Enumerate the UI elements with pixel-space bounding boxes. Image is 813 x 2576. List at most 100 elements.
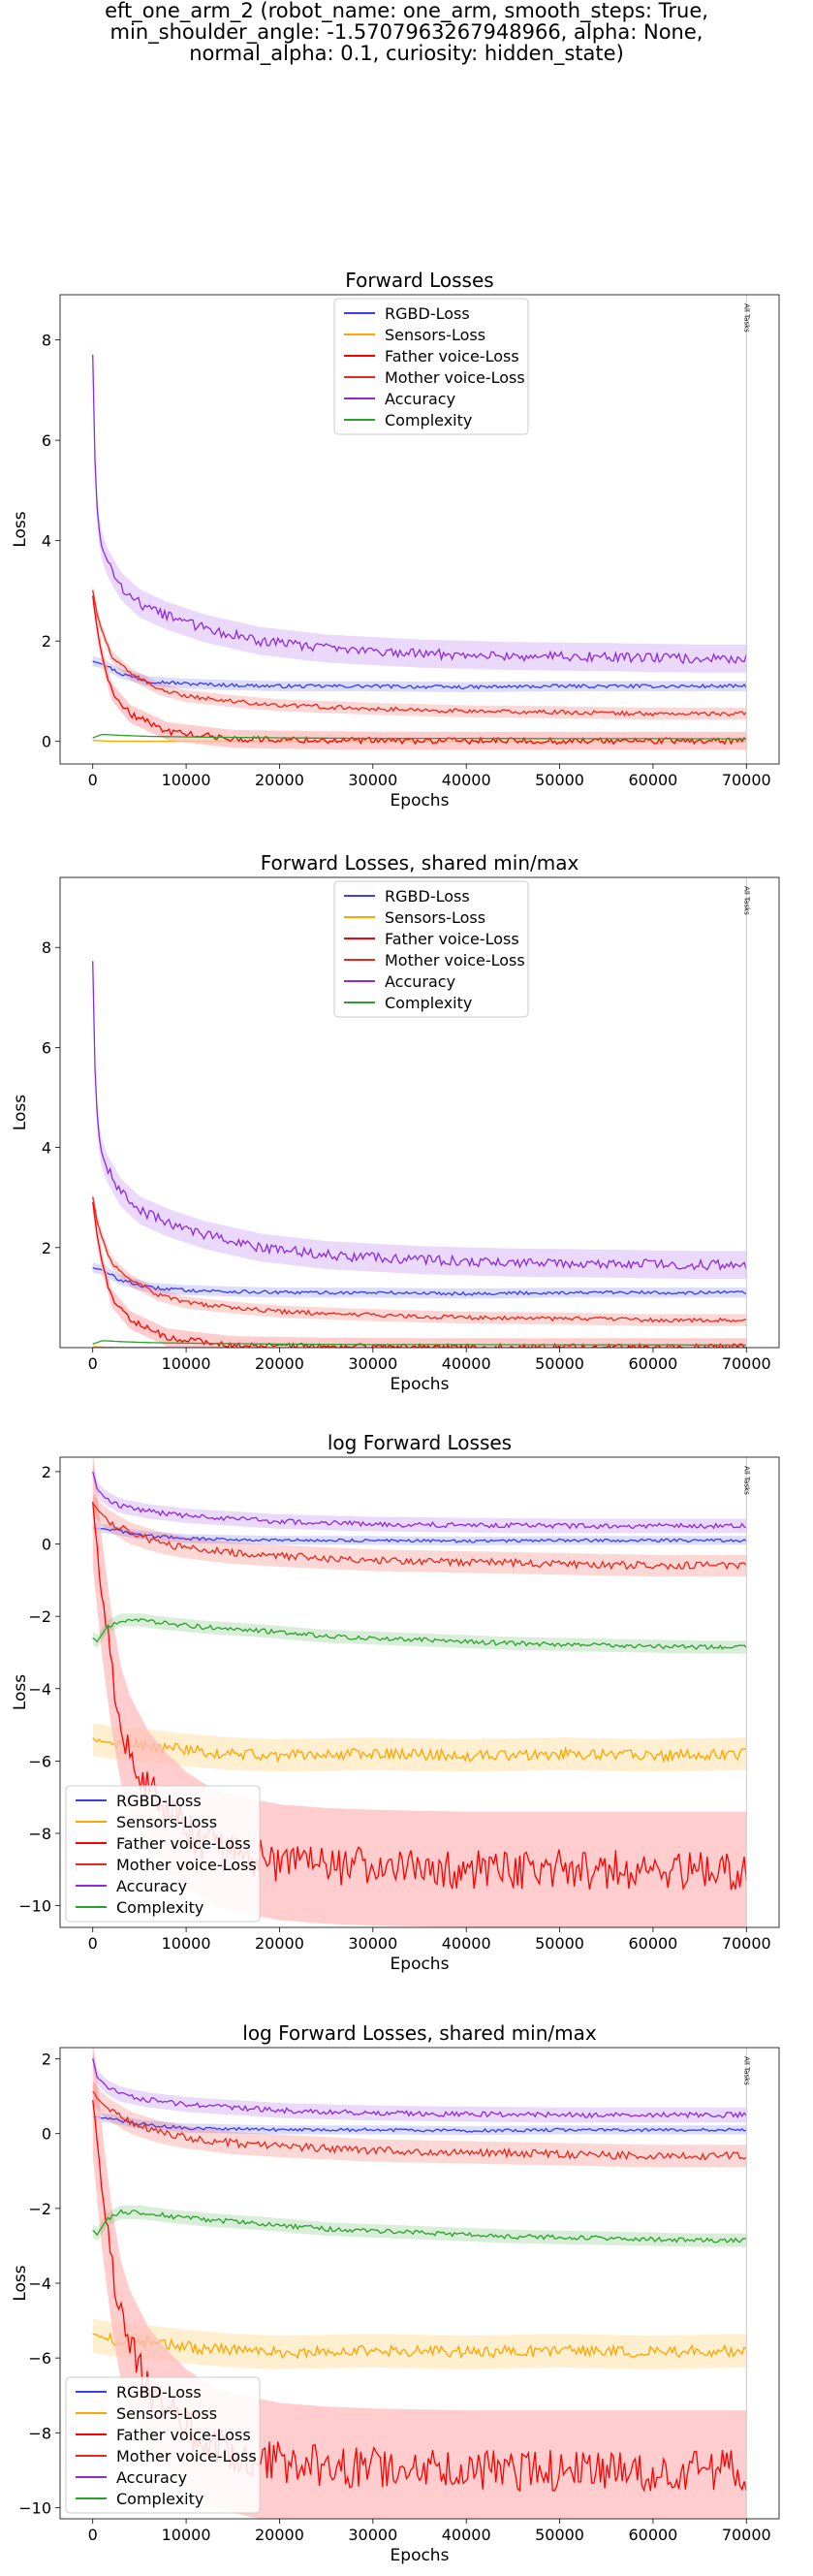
legend-label: Complexity <box>385 411 472 429</box>
x-tick-label: 30000 <box>348 2526 397 2544</box>
x-tick-label: 10000 <box>162 1934 211 1953</box>
series-line-4 <box>92 1472 747 1530</box>
suptitle-line-1: eft_one_arm_2 (robot_name: one_arm, smoo… <box>105 0 708 22</box>
series-line-5 <box>92 1617 747 1651</box>
chart-title: Forward Losses, shared min/max <box>261 851 579 875</box>
series-band-5 <box>92 2205 747 2247</box>
y-tick-label: 6 <box>42 1038 51 1057</box>
legend-label: Mother voice-Loss <box>116 1856 257 1874</box>
plot-frame <box>59 294 780 765</box>
y-tick-label: 0 <box>42 2125 51 2144</box>
legend-label: RGBD-Loss <box>385 887 470 906</box>
legend-box <box>65 2376 261 2514</box>
legend-label: RGBD-Loss <box>116 2383 202 2401</box>
x-tick-label: 70000 <box>722 1934 771 1953</box>
plot-frame <box>59 1456 780 1928</box>
legend-label: Father voice-Loss <box>116 1834 251 1853</box>
x-axis-label: Epochs <box>391 1375 450 1394</box>
log-forward-losses-chart: log Forward Losses All Tasks 0 10000 20000 30… <box>11 1431 780 1974</box>
x-tick-label: 0 <box>88 1934 98 1953</box>
series-line-1 <box>92 1737 747 1765</box>
legend: RGBD-Loss Sensors-Loss Father voice-Loss Mo… <box>65 2376 261 2514</box>
x-tick-label: 50000 <box>535 2526 584 2544</box>
series-band-5 <box>92 1613 747 1654</box>
x-tick-label: 0 <box>88 1354 98 1373</box>
all-tasks-label: All Tasks <box>742 1466 750 1495</box>
y-axis-label: Loss <box>11 1674 30 1710</box>
x-tick-label: 0 <box>88 771 98 789</box>
x-tick-label: 10000 <box>162 1354 211 1373</box>
suptitle-line-2: min_shoulder_angle: -1.5707963267948966,… <box>109 20 704 44</box>
series-band-1 <box>92 2318 747 2369</box>
y-tick-label: 0 <box>42 1536 51 1554</box>
y-axis-label: Loss <box>11 511 30 547</box>
forward-losses-shared-chart: Forward Losses, shared min/max All Tasks 0… <box>11 851 780 1394</box>
suptitle-line-3: normal_alpha: 0.1, curiosity: hidden_sta… <box>189 42 624 65</box>
y-tick-label: −10 <box>18 2498 51 2517</box>
series-line-0 <box>92 660 747 690</box>
y-tick-label: 8 <box>42 938 51 957</box>
x-tick-label: 50000 <box>535 771 584 789</box>
x-axis-label: Epochs <box>391 791 450 811</box>
y-tick-label: 2 <box>42 632 51 651</box>
y-tick-label: 8 <box>42 332 51 350</box>
series-line-0 <box>92 1527 747 1543</box>
legend-label: RGBD-Loss <box>116 1792 202 1810</box>
x-tick-label: 30000 <box>348 1354 397 1373</box>
y-tick-label: −6 <box>28 1752 51 1770</box>
y-tick-label: −8 <box>28 1825 51 1843</box>
legend-box <box>333 880 529 1018</box>
series-line-3 <box>92 589 747 717</box>
y-tick-label: −2 <box>28 2200 51 2218</box>
x-tick-label: 20000 <box>255 771 304 789</box>
legend-box <box>333 298 529 435</box>
chart-title: Forward Losses <box>345 269 493 292</box>
x-tick-label: 40000 <box>442 2526 491 2544</box>
legend: RGBD-Loss Sensors-Loss Father voice-Loss Mo… <box>333 880 529 1018</box>
legend-label: Mother voice-Loss <box>385 368 525 387</box>
legend-label: Father voice-Loss <box>385 347 519 366</box>
y-axis-label: Loss <box>11 2265 30 2301</box>
legend-label: Sensors-Loss <box>385 326 485 344</box>
legend-label: RGBD-Loss <box>385 304 470 323</box>
x-tick-label: 30000 <box>348 771 397 789</box>
chart-title: log Forward Losses, shared min/max <box>242 2021 597 2045</box>
x-tick-label: 60000 <box>628 1354 677 1373</box>
y-axis-label: Loss <box>11 1095 30 1130</box>
series-line-5 <box>92 1340 747 1347</box>
y-tick-label: 4 <box>42 1139 51 1158</box>
legend-label: Mother voice-Loss <box>116 2447 257 2465</box>
legend-label: Father voice-Loss <box>116 2426 251 2444</box>
series-line-3 <box>92 1196 747 1323</box>
figure-suptitle: eft_one_arm_2 (robot_name: one_arm, smoo… <box>0 0 813 64</box>
series-band-2 <box>92 1193 747 1348</box>
legend-label: Accuracy <box>385 972 455 991</box>
x-tick-label: 60000 <box>628 1934 677 1953</box>
x-tick-label: 0 <box>88 2526 98 2544</box>
series-band-4 <box>92 1464 747 1534</box>
legend-label: Sensors-Loss <box>385 908 485 927</box>
legend-label: Accuracy <box>116 2468 187 2487</box>
y-tick-label: −10 <box>18 1897 51 1916</box>
all-tasks-label: All Tasks <box>742 303 750 333</box>
series-line-4 <box>92 2058 747 2119</box>
x-tick-label: 10000 <box>162 771 211 789</box>
plot-area <box>92 340 747 750</box>
x-tick-label: 20000 <box>255 2526 304 2544</box>
legend: RGBD-Loss Sensors-Loss Father voice-Loss Mo… <box>65 1785 261 1923</box>
y-tick-label: 4 <box>42 532 51 551</box>
y-tick-label: 0 <box>42 733 51 751</box>
series-line-4 <box>92 961 747 1271</box>
series-band-0 <box>92 655 747 692</box>
x-tick-label: 20000 <box>255 1354 304 1373</box>
x-tick-label: 40000 <box>442 771 491 789</box>
legend-label: Sensors-Loss <box>116 2404 217 2423</box>
x-tick-label: 30000 <box>348 1934 397 1953</box>
legend-box <box>65 1785 261 1923</box>
all-tasks-label: All Tasks <box>742 2056 750 2085</box>
x-axis-label: Epochs <box>391 2546 450 2565</box>
y-tick-label: −4 <box>28 2274 51 2293</box>
y-tick-label: −6 <box>28 2349 51 2368</box>
series-line-2 <box>92 595 747 746</box>
series-line-3 <box>92 1503 747 1571</box>
